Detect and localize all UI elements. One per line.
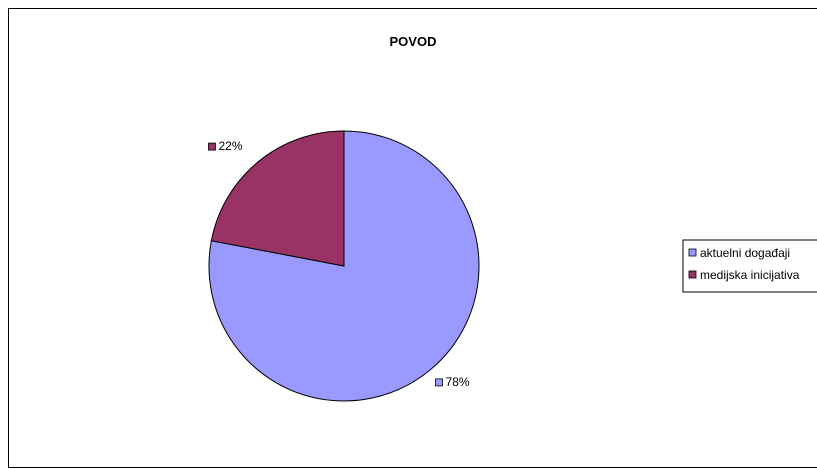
chart-title: POVOD xyxy=(390,34,437,49)
data-label-0: 78% xyxy=(446,375,470,389)
data-label-marker-1 xyxy=(208,142,216,151)
pie-slices xyxy=(208,130,480,402)
pie-data-labels: 78% 22% xyxy=(208,139,470,389)
data-label-1: 22% xyxy=(218,139,242,153)
legend-label-0: aktuelni događaji xyxy=(700,246,790,260)
legend-swatch-0 xyxy=(688,248,697,257)
legend-swatch-1 xyxy=(688,270,697,279)
legend-box xyxy=(682,239,817,293)
legend-label-1: medijska inicijativa xyxy=(700,268,800,282)
pie-slice-1 xyxy=(210,130,345,267)
data-label-marker-0 xyxy=(435,378,443,387)
chart-legend: aktuelni događaji medijska inicijativa xyxy=(682,239,817,293)
